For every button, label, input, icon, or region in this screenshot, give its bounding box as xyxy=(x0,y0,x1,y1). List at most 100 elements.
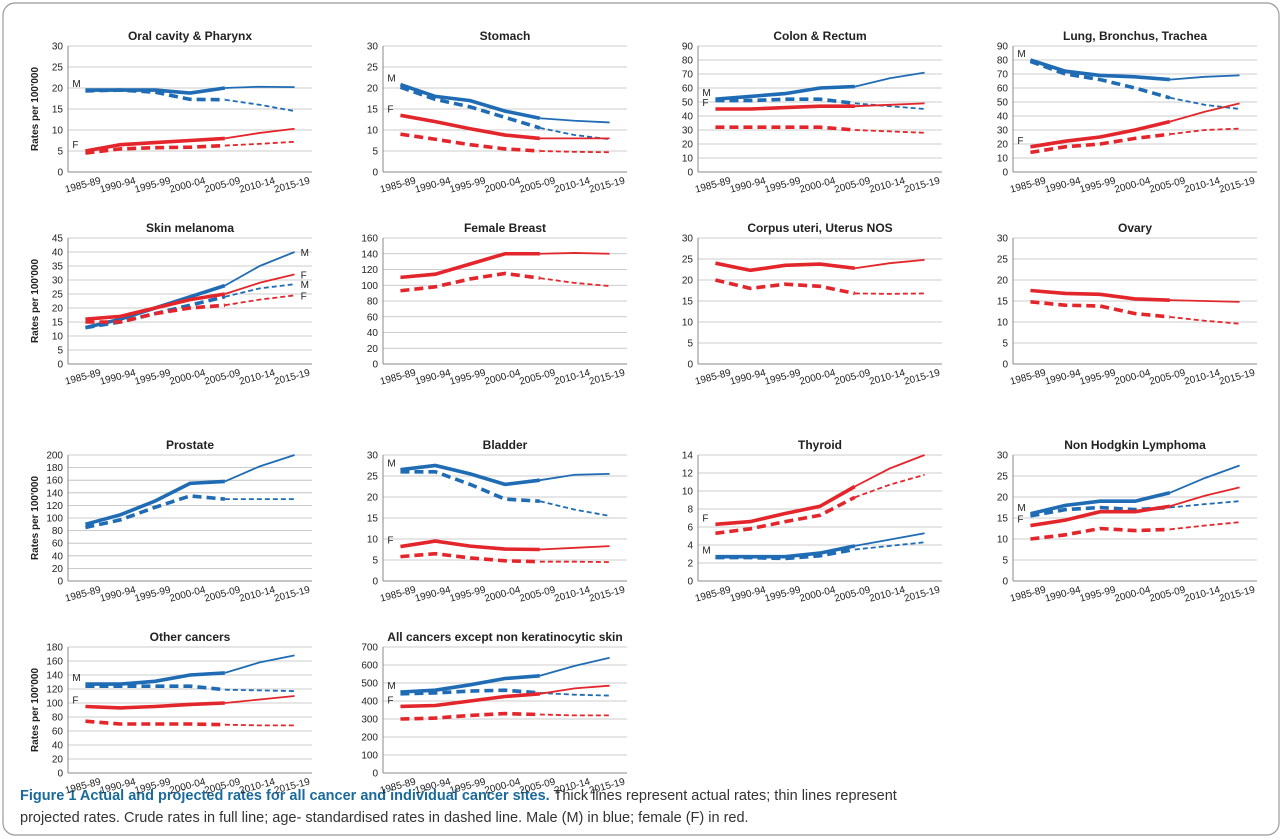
x-tick-label: 2000-04 xyxy=(168,175,207,195)
y-tick-label: 20 xyxy=(52,304,64,315)
y-tick-label: 90 xyxy=(997,42,1009,53)
series-line xyxy=(539,692,610,697)
y-tick-label: 70 xyxy=(682,70,694,81)
series-line xyxy=(854,71,925,88)
y-tick-label: 100 xyxy=(46,699,63,710)
y-tick-label: 80 xyxy=(367,297,379,308)
y-axis-title: Rates per 100'000 xyxy=(30,259,41,344)
series-line xyxy=(400,692,540,709)
x-tick-label: 2005-09 xyxy=(518,584,557,604)
y-tick-label: 70 xyxy=(997,70,1009,81)
series-line xyxy=(1169,299,1240,303)
x-tick-label: 1985-89 xyxy=(1009,175,1048,195)
y-tick-label: 180 xyxy=(46,463,63,474)
x-tick-label: 2010-14 xyxy=(1183,367,1222,387)
x-tick-label: 2015-19 xyxy=(273,175,312,195)
y-axis-title: Rates per 100'000 xyxy=(30,476,41,561)
x-tick-label: 1990-94 xyxy=(99,367,138,387)
y-tick-label: 500 xyxy=(361,679,378,690)
chart-title: Thyroid xyxy=(798,438,842,452)
x-tick-label: 2005-09 xyxy=(518,367,557,387)
x-tick-label: 1985-89 xyxy=(379,175,418,195)
y-tick-label: 8 xyxy=(687,505,693,516)
x-tick-label: 1995-99 xyxy=(449,584,488,604)
y-tick-label: 5 xyxy=(372,556,378,567)
caption-line: Figure 1 Actual and projected rates for … xyxy=(20,788,897,804)
chart-title: Colon & Rectum xyxy=(773,29,866,43)
y-tick-label: 20 xyxy=(682,276,694,287)
series-line xyxy=(224,723,295,727)
series-label: M xyxy=(72,79,80,90)
series-line xyxy=(224,695,295,704)
series-line xyxy=(399,85,541,130)
x-tick-label: 2005-09 xyxy=(203,584,242,604)
x-tick-label: 1985-89 xyxy=(64,175,103,195)
chart-title: Bladder xyxy=(483,438,528,452)
y-tick-label: 0 xyxy=(372,577,378,588)
series-line xyxy=(1029,58,1171,82)
x-tick-label: 1995-99 xyxy=(134,584,173,604)
series-line xyxy=(854,473,925,499)
x-tick-label: 1995-99 xyxy=(1079,367,1118,387)
x-tick-label: 2015-19 xyxy=(273,584,312,604)
series-line xyxy=(539,252,610,255)
series-line xyxy=(85,143,225,155)
x-tick-label: 1990-94 xyxy=(414,367,453,387)
series-line xyxy=(1030,132,1171,155)
y-tick-label: 140 xyxy=(46,488,63,499)
y-tick-label: 80 xyxy=(52,713,64,724)
series-line xyxy=(715,125,856,132)
series-line xyxy=(1169,464,1240,494)
x-tick-label: 2010-14 xyxy=(553,367,592,387)
x-tick-label: 2000-04 xyxy=(168,367,207,387)
y-tick-label: 160 xyxy=(46,657,63,668)
y-tick-label: 30 xyxy=(997,126,1009,137)
series-line xyxy=(85,684,226,692)
y-tick-label: 25 xyxy=(52,290,64,301)
chart-title: Skin melanoma xyxy=(146,221,234,235)
series-line xyxy=(715,547,856,561)
series-label: M xyxy=(387,681,395,692)
series-line xyxy=(400,674,540,694)
series-line xyxy=(854,258,925,270)
series-line xyxy=(85,719,225,727)
series-line xyxy=(539,277,610,287)
series-line xyxy=(399,82,541,121)
series-line xyxy=(1169,486,1240,508)
x-tick-label: 2015-19 xyxy=(1218,175,1257,195)
y-tick-label: 12 xyxy=(682,469,694,480)
y-tick-label: 80 xyxy=(52,526,64,537)
y-tick-label: 0 xyxy=(372,360,378,371)
y-tick-label: 0 xyxy=(57,360,63,371)
series-line xyxy=(400,113,541,141)
x-tick-label: 1995-99 xyxy=(449,175,488,195)
series-line xyxy=(224,283,295,298)
x-tick-label: 1990-94 xyxy=(414,584,453,604)
y-tick-label: 25 xyxy=(997,472,1009,483)
x-tick-label: 2005-09 xyxy=(518,175,557,195)
y-tick-label: 25 xyxy=(682,255,694,266)
x-tick-label: 1985-89 xyxy=(694,367,733,387)
x-tick-label: 2010-14 xyxy=(868,175,907,195)
series-line xyxy=(1169,127,1240,136)
y-tick-label: 90 xyxy=(682,42,694,53)
y-tick-label: 40 xyxy=(682,112,694,123)
series-line xyxy=(85,494,226,530)
y-tick-label: 5 xyxy=(57,147,63,158)
x-tick-label: 2000-04 xyxy=(798,367,837,387)
y-tick-label: 35 xyxy=(52,262,64,273)
y-tick-label: 140 xyxy=(46,671,63,682)
y-tick-label: 2 xyxy=(687,559,693,570)
y-tick-label: 14 xyxy=(682,451,694,462)
y-tick-label: 15 xyxy=(682,297,694,308)
series-label: F xyxy=(702,98,708,109)
series-line xyxy=(715,261,856,273)
series-line xyxy=(1169,96,1240,110)
y-tick-label: 40 xyxy=(52,248,64,259)
y-tick-label: 20 xyxy=(367,493,379,504)
series-line xyxy=(224,454,295,483)
y-tick-label: 400 xyxy=(361,697,378,708)
series-label: F xyxy=(72,140,78,151)
x-tick-label: 2010-14 xyxy=(868,584,907,604)
x-tick-label: 2010-14 xyxy=(868,367,907,387)
